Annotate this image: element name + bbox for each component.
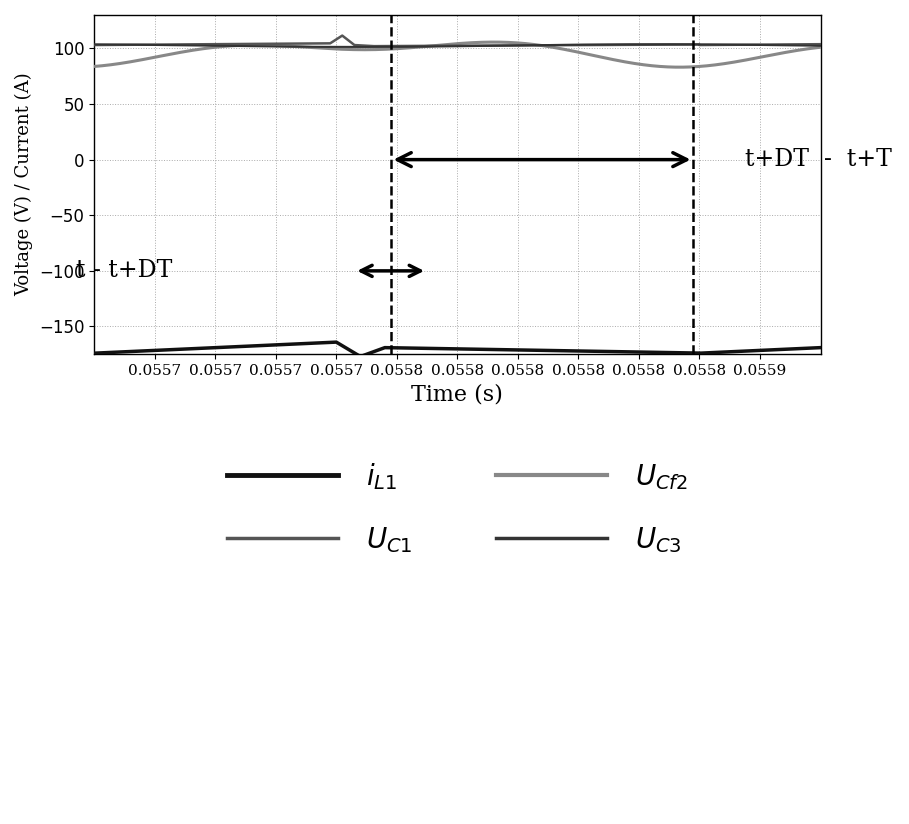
Text: t+DT  -  t+T: t+DT - t+T bbox=[744, 148, 892, 171]
Y-axis label: Voltage (V) / Current (A): Voltage (V) / Current (A) bbox=[15, 73, 34, 297]
Legend: $i_{L1}$, $U_{C1}$, $U_{Cf2}$, $U_{C3}$: $i_{L1}$, $U_{C1}$, $U_{Cf2}$, $U_{C3}$ bbox=[215, 450, 699, 566]
X-axis label: Time (s): Time (s) bbox=[412, 384, 504, 405]
Text: t - t+DT: t - t+DT bbox=[76, 260, 173, 283]
